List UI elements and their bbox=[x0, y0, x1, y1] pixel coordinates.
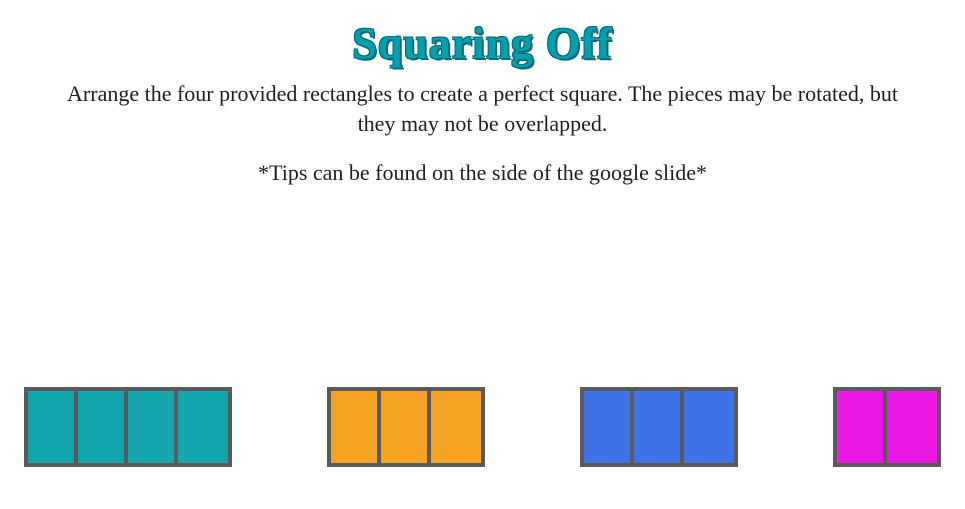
magenta-piece-cell bbox=[837, 391, 887, 463]
teal-piece-cell bbox=[78, 391, 128, 463]
teal-piece-cell bbox=[128, 391, 178, 463]
pieces-row bbox=[0, 387, 965, 467]
orange-piece-cell bbox=[331, 391, 381, 463]
teal-piece-cell bbox=[28, 391, 78, 463]
orange-piece-cell bbox=[381, 391, 431, 463]
blue-piece-cell bbox=[634, 391, 684, 463]
blue-piece-cell bbox=[584, 391, 634, 463]
orange-piece-cell bbox=[431, 391, 481, 463]
page-title: Squaring Off bbox=[0, 0, 965, 69]
orange-piece[interactable] bbox=[327, 387, 485, 467]
tips-text: *Tips can be found on the side of the go… bbox=[0, 160, 965, 186]
magenta-piece-cell bbox=[887, 391, 937, 463]
blue-piece[interactable] bbox=[580, 387, 738, 467]
instructions-text: Arrange the four provided rectangles to … bbox=[60, 79, 905, 138]
teal-piece-cell bbox=[178, 391, 228, 463]
teal-piece[interactable] bbox=[24, 387, 232, 467]
magenta-piece[interactable] bbox=[833, 387, 941, 467]
blue-piece-cell bbox=[684, 391, 734, 463]
